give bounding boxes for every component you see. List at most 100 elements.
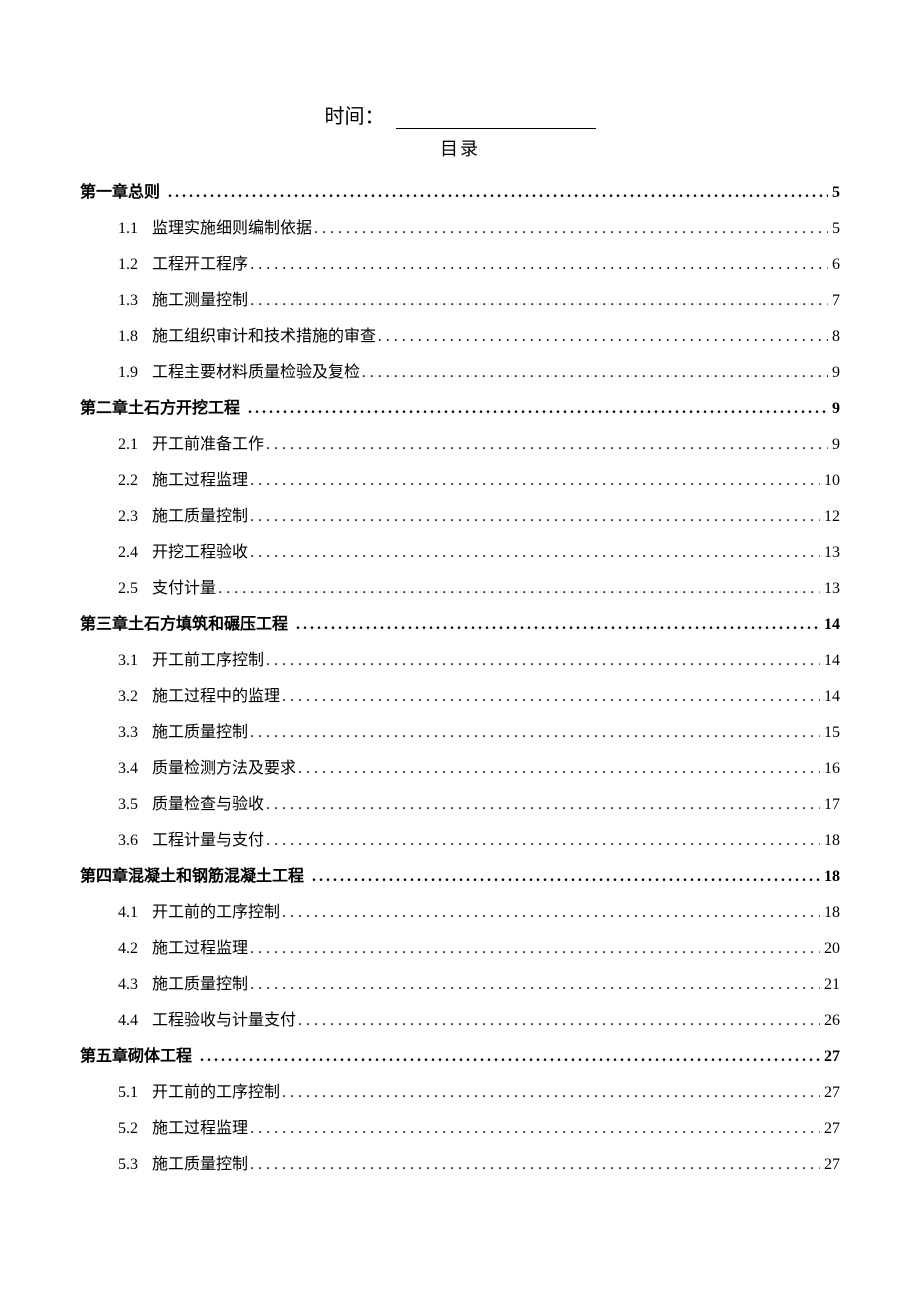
toc-page-number: 8 bbox=[828, 329, 840, 345]
toc-page-number: 5 bbox=[828, 221, 840, 237]
toc-entry-number: 2.1 bbox=[118, 437, 138, 453]
toc-section-row: 3.1 开工前工序控制 .............................… bbox=[80, 643, 840, 679]
toc-entry-number: 5.2 bbox=[118, 1121, 138, 1137]
toc-entry-text: 开工前准备工作 bbox=[152, 437, 264, 453]
toc-section-row: 4.3施工质量控制 ..............................… bbox=[80, 967, 840, 1003]
toc-section-row: 1.1 监理实施细则编制依据 ..........................… bbox=[80, 211, 840, 247]
toc-dot-leader: ........................................… bbox=[250, 545, 820, 561]
toc-page-number: 14 bbox=[820, 689, 840, 705]
toc-entry-number: 5.3 bbox=[118, 1157, 138, 1173]
toc-entry-text: 开工前工序控制 bbox=[152, 653, 264, 669]
toc-section-row: 2.5支付计量 ................................… bbox=[80, 571, 840, 607]
toc-dot-leader: ........................................… bbox=[266, 653, 820, 669]
toc-entry-text: 施工过程监理 bbox=[152, 1121, 248, 1137]
time-label: 时间： bbox=[325, 100, 385, 129]
toc-dot-leader: ........................................… bbox=[250, 977, 820, 993]
toc-dot-leader: ........................................… bbox=[266, 833, 820, 849]
toc-page-number: 9 bbox=[828, 365, 840, 381]
toc-entry-text: 质量检查与验收 bbox=[152, 797, 264, 813]
toc-entry-number: 3.5 bbox=[118, 797, 138, 813]
toc-entry-number: 第四章混凝土和钢筋混凝土工程 bbox=[80, 869, 304, 885]
toc-chapter-row: 第五章砌体工程.................................… bbox=[80, 1039, 840, 1075]
toc-dot-leader: ........................................… bbox=[200, 1049, 820, 1065]
toc-dot-leader: ........................................… bbox=[312, 869, 820, 885]
toc-entry-text: 开挖工程验收 bbox=[152, 545, 248, 561]
toc-entry-text: 施工质量控制 bbox=[152, 509, 248, 525]
toc-entry-number: 1.9 bbox=[118, 365, 138, 381]
toc-entry-text: 开工前的工序控制 bbox=[152, 1085, 280, 1101]
toc-dot-leader: ........................................… bbox=[282, 1085, 820, 1101]
toc-entry-number: 2.5 bbox=[118, 581, 138, 597]
toc-entry-text: 开工前的工序控制 bbox=[152, 905, 280, 921]
toc-dot-leader: ........................................… bbox=[250, 257, 828, 273]
toc-entry-number: 第二章土石方开挖工程 bbox=[80, 401, 240, 417]
toc-entry-number: 3.1 bbox=[118, 653, 138, 669]
toc-chapter-row: 第四章混凝土和钢筋混凝土工程..........................… bbox=[80, 859, 840, 895]
toc-entry-text: 施工过程中的监理 bbox=[152, 689, 280, 705]
toc-entry-text: 质量检测方法及要求 bbox=[152, 761, 296, 777]
toc-entry-text: 施工质量控制 bbox=[152, 977, 248, 993]
toc-section-row: 2.2 施工过程监理 ..............................… bbox=[80, 463, 840, 499]
toc-entry-number: 1.2 bbox=[118, 257, 138, 273]
toc-entry-number: 第一章总则 bbox=[80, 185, 160, 201]
toc-page-number: 17 bbox=[820, 797, 840, 813]
toc-chapter-row: 第三章土石方填筑和碾压工程...........................… bbox=[80, 607, 840, 643]
toc-entry-text: 监理实施细则编制依据 bbox=[152, 221, 312, 237]
toc-page-number: 12 bbox=[820, 509, 840, 525]
toc-dot-leader: ........................................… bbox=[314, 221, 828, 237]
toc-dot-leader: ........................................… bbox=[378, 329, 828, 345]
toc-entry-text: 施工过程监理 bbox=[152, 941, 248, 957]
toc-entry-text: 工程开工程序 bbox=[152, 257, 248, 273]
toc-entry-number: 2.2 bbox=[118, 473, 138, 489]
toc-entry-number: 3.2 bbox=[118, 689, 138, 705]
toc-page-number: 10 bbox=[820, 473, 840, 489]
toc-entry-number: 1.8 bbox=[118, 329, 138, 345]
toc-dot-leader: ........................................… bbox=[168, 185, 828, 201]
toc-section-row: 2.3 施工质量控制 ..............................… bbox=[80, 499, 840, 535]
toc-dot-leader: ........................................… bbox=[298, 761, 820, 777]
toc-section-row: 3.3施工质量控制 ..............................… bbox=[80, 715, 840, 751]
toc-entry-text: 工程验收与计量支付 bbox=[152, 1013, 296, 1029]
toc-page-number: 26 bbox=[820, 1013, 840, 1029]
toc-dot-leader: ........................................… bbox=[248, 401, 828, 417]
toc-page-number: 13 bbox=[820, 545, 840, 561]
toc-entry-number: 1.1 bbox=[118, 221, 138, 237]
toc-entry-text: 施工组织审计和技术措施的审查 bbox=[152, 329, 376, 345]
toc-section-row: 1.3施工测量控制 ..............................… bbox=[80, 283, 840, 319]
toc-entry-number: 第五章砌体工程 bbox=[80, 1049, 192, 1065]
toc-dot-leader: ........................................… bbox=[362, 365, 828, 381]
toc-page-number: 27 bbox=[820, 1049, 840, 1065]
toc-section-row: 1.9 工程主要材料质量检验及复检 .......................… bbox=[80, 355, 840, 391]
toc-section-row: 2.4开挖工程验收 ..............................… bbox=[80, 535, 840, 571]
toc-dot-leader: ........................................… bbox=[250, 293, 828, 309]
toc-page-number: 27 bbox=[820, 1121, 840, 1137]
toc-entry-number: 4.4 bbox=[118, 1013, 138, 1029]
toc-dot-leader: ........................................… bbox=[266, 797, 820, 813]
toc-entry-number: 1.3 bbox=[118, 293, 138, 309]
toc-section-row: 5.2施工过程监理 ..............................… bbox=[80, 1111, 840, 1147]
toc-chapter-row: 第一章总则...................................… bbox=[80, 175, 840, 211]
toc-section-row: 3.2 施工过程中的监理 ............................… bbox=[80, 679, 840, 715]
toc-section-row: 4.1开工前的工序控制 ............................… bbox=[80, 895, 840, 931]
toc-entry-text: 工程主要材料质量检验及复检 bbox=[152, 365, 360, 381]
toc-dot-leader: ........................................… bbox=[250, 1157, 820, 1173]
toc-dot-leader: ........................................… bbox=[250, 473, 820, 489]
toc-page-number: 14 bbox=[820, 653, 840, 669]
toc-section-row: 4.4 工程验收与计量支付 ...........................… bbox=[80, 1003, 840, 1039]
toc-dot-leader: ........................................… bbox=[282, 689, 820, 705]
toc-entry-text: 施工过程监理 bbox=[152, 473, 248, 489]
toc-page-number: 18 bbox=[820, 833, 840, 849]
toc-entry-number: 3.4 bbox=[118, 761, 138, 777]
time-line: 时间： bbox=[80, 100, 840, 129]
toc-dot-leader: ........................................… bbox=[250, 509, 820, 525]
toc-entry-number: 2.3 bbox=[118, 509, 138, 525]
toc-section-row: 4.2施工过程监理 ..............................… bbox=[80, 931, 840, 967]
toc-section-row: 3.5 质量检查与验收 .............................… bbox=[80, 787, 840, 823]
toc-page-number: 6 bbox=[828, 257, 840, 273]
toc-dot-leader: ........................................… bbox=[298, 1013, 820, 1029]
toc-page-number: 27 bbox=[820, 1085, 840, 1101]
toc-section-row: 1.2 工程开工程序 ..............................… bbox=[80, 247, 840, 283]
toc-entry-text: 施工质量控制 bbox=[152, 1157, 248, 1173]
toc-dot-leader: ........................................… bbox=[218, 581, 820, 597]
toc-entry-number: 4.2 bbox=[118, 941, 138, 957]
